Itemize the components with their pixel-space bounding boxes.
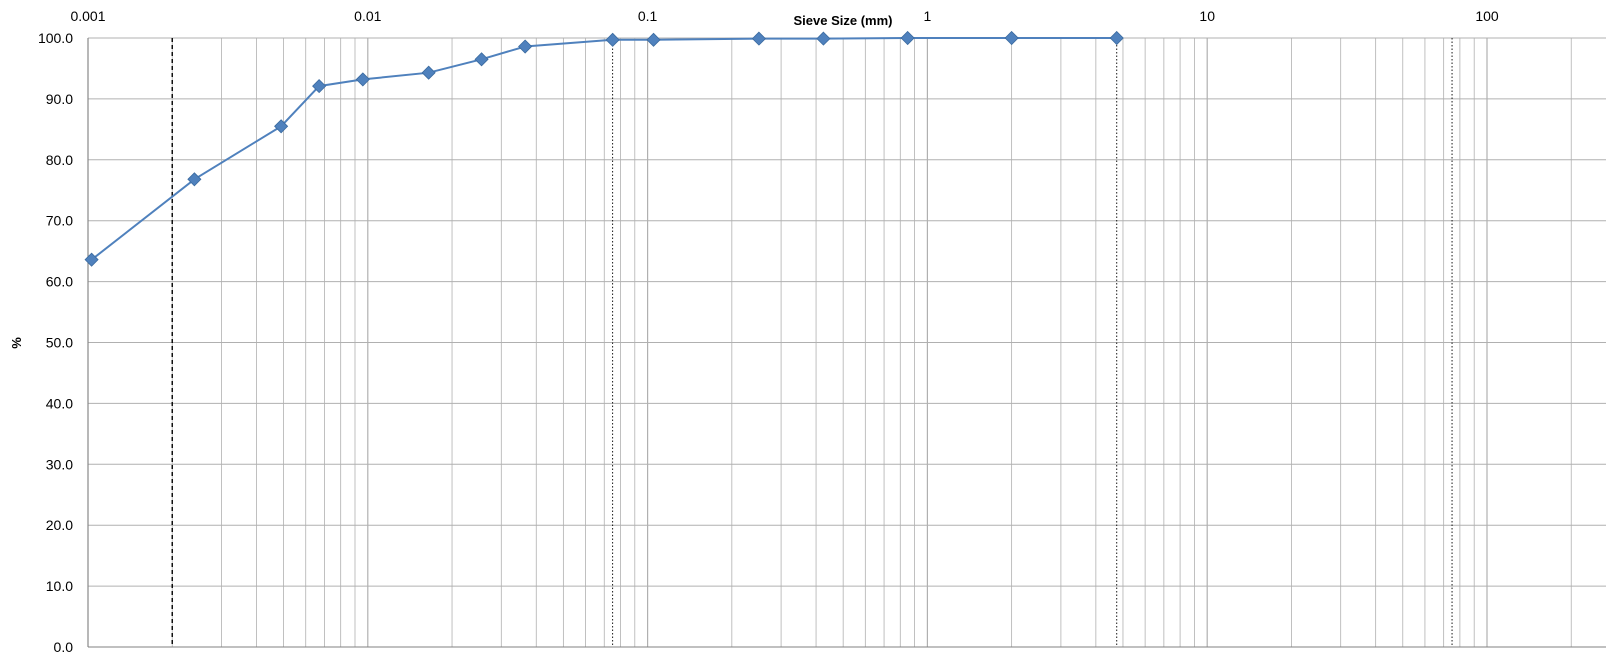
data-point-marker [646, 32, 661, 47]
y-tick-label: 30.0 [46, 456, 73, 472]
data-point-marker [1109, 30, 1124, 46]
y-tick-label: 10.0 [46, 578, 73, 594]
data-point-marker [605, 32, 620, 47]
data-point-marker [187, 172, 202, 187]
data-point-marker [355, 72, 370, 87]
x-tick-label: 0.001 [70, 8, 105, 24]
series [84, 30, 1124, 267]
y-tick-labels: 0.0 10.0 20.0 30.0 40.0 50.0 60.0 70.0 80.0 90.0 1… [38, 30, 73, 655]
data-point-marker [816, 31, 831, 46]
y-tick-label: 70.0 [46, 213, 73, 229]
x-tick-label: 10 [1199, 8, 1215, 24]
x-tick-label: 100 [1475, 8, 1499, 24]
x-tick-label: 1 [924, 8, 932, 24]
grid [87, 37, 1606, 648]
data-point-marker [312, 79, 327, 94]
x-tick-label: 0.01 [354, 8, 381, 24]
y-tick-label: 0.0 [54, 639, 74, 655]
data-point-marker [518, 39, 533, 54]
data-point-marker [474, 52, 489, 67]
y-tick-label: 100.0 [38, 30, 73, 46]
data-point-marker [84, 252, 99, 267]
y-tick-label: 60.0 [46, 274, 73, 290]
data-point-marker [900, 30, 915, 46]
y-axis-title: % [9, 337, 24, 349]
data-point-marker [751, 31, 767, 46]
x-tick-label: 0.1 [638, 8, 658, 24]
y-tick-label: 40.0 [46, 395, 73, 411]
data-point-marker [1004, 30, 1019, 46]
y-tick-label: 80.0 [46, 152, 73, 168]
data-point-marker [274, 119, 289, 134]
x-axis-title: Sieve Size (mm) [794, 13, 893, 28]
y-tick-label: 50.0 [46, 335, 73, 351]
data-point-marker [421, 65, 436, 80]
reference-lines [171, 38, 1453, 647]
x-tick-labels: 0.001 0.01 0.1 1 10 100 [70, 8, 1498, 24]
y-tick-label: 90.0 [46, 91, 73, 107]
y-tick-label: 20.0 [46, 517, 73, 533]
